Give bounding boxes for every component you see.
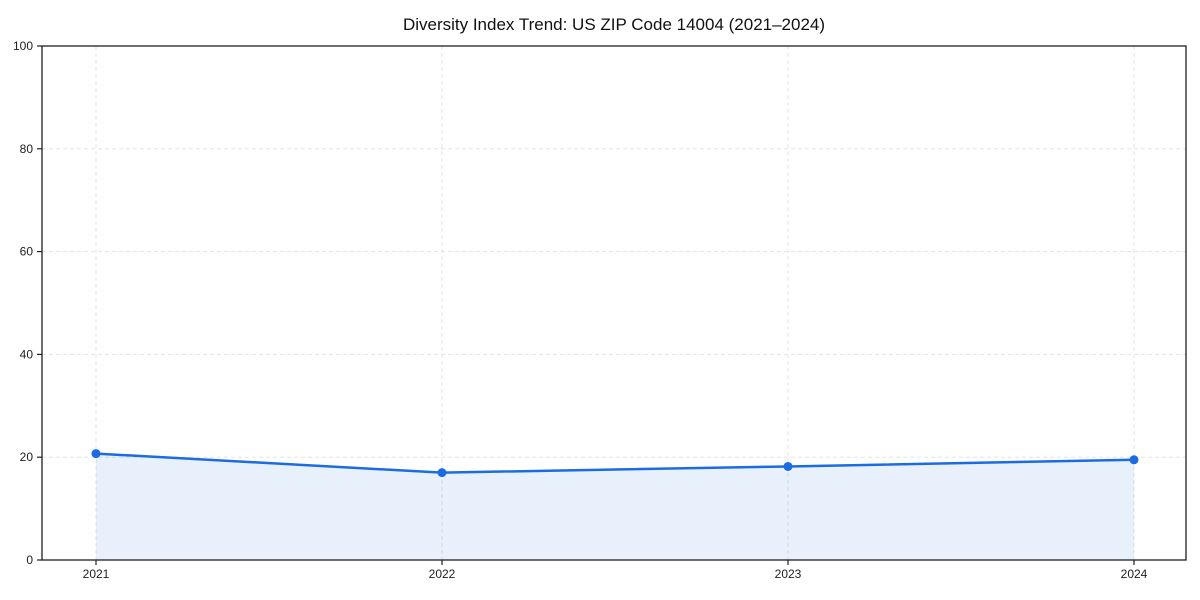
x-axis-tick-label: 2023	[775, 567, 802, 581]
x-axis-tick-label: 2024	[1121, 567, 1148, 581]
data-point-marker	[1129, 455, 1139, 465]
y-axis-tick-label: 60	[20, 245, 34, 259]
y-axis-tick-label: 80	[20, 142, 34, 156]
y-axis-tick-label: 100	[13, 39, 33, 53]
chart-title: Diversity Index Trend: US ZIP Code 14004…	[403, 15, 825, 34]
series-area-fill	[96, 453, 1134, 560]
data-point-marker	[437, 468, 447, 478]
x-axis-tick-label: 2022	[429, 567, 456, 581]
area-fill	[96, 453, 1134, 560]
data-point-marker	[783, 461, 793, 471]
y-axis-tick-label: 0	[26, 553, 33, 567]
series-polyline	[94, 452, 1136, 474]
plot-border	[41, 45, 1187, 561]
data-point-marker	[91, 449, 101, 459]
series-line	[94, 452, 1136, 474]
y-axis-tick-label: 40	[20, 347, 34, 361]
axes: 0 20 40 60 80 100 2021 2022 2023 2024	[13, 39, 1187, 581]
x-axis-tick-label: 2021	[83, 567, 110, 581]
data-points	[91, 449, 1139, 478]
y-axis-tick-label: 20	[20, 450, 34, 464]
